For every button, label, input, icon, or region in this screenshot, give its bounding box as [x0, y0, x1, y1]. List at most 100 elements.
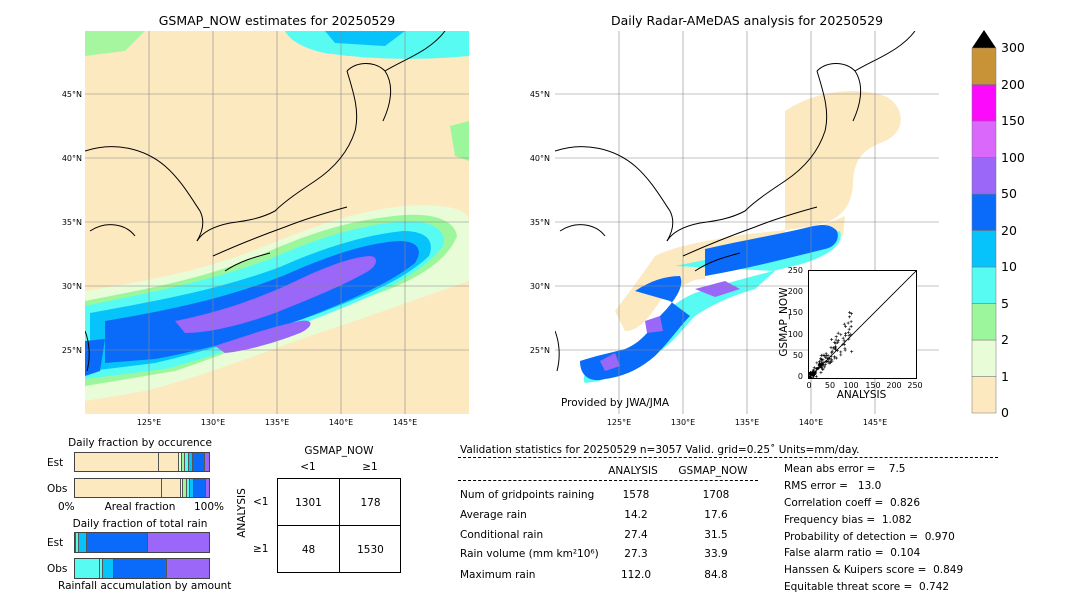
contingency-col-header: GSMAP_NOW [304, 445, 374, 457]
left-lon-140: 140°E [328, 418, 354, 427]
scatter-point [843, 348, 847, 352]
scatter-point [834, 356, 838, 360]
left-lat-40: 40°N [61, 154, 82, 163]
bar-segment [203, 453, 209, 471]
stat-b-volume: 33.9 [704, 548, 728, 560]
left-lat-25: 25°N [61, 346, 82, 355]
scatter-point [849, 312, 853, 316]
scatter-point [813, 372, 817, 376]
right-lat-25: 25°N [529, 346, 550, 355]
colorbar-segment [971, 303, 997, 341]
scatter-point [830, 337, 834, 341]
total-rain-bar-est [74, 532, 210, 553]
scatter-ylabel: GSMAP_NOW [778, 287, 790, 357]
stat-b-conditional: 31.5 [704, 529, 728, 541]
contingency-col-lt: <1 [300, 461, 316, 473]
colorbar-label: 100 [1001, 149, 1025, 165]
left-lon-125: 125°E [136, 418, 162, 427]
scatter-point [823, 363, 827, 367]
score-mae: Mean abs error = 7.5 [784, 463, 906, 475]
scatter-ytick-0: 0 [797, 372, 803, 381]
scatter-point [830, 351, 834, 355]
bar-segment [192, 479, 205, 497]
scatter-point [849, 332, 853, 336]
scatter-point [836, 340, 840, 344]
scatter-xtick-250: 250 [907, 381, 923, 390]
scatter-point [830, 359, 834, 363]
bar-segment [183, 453, 188, 471]
scatter-point [809, 376, 812, 378]
scatter-point [847, 337, 851, 341]
total-rain-row-obs: Obs [47, 563, 68, 575]
contingency-row-header: ANALYSIS [236, 488, 248, 538]
scatter-point [850, 350, 854, 354]
stat-a-raining: 1578 [622, 489, 650, 501]
contingency-row-ge: ≥1 [253, 543, 269, 555]
right-lon-130: 130°E [670, 418, 696, 427]
bar-segment [179, 479, 183, 497]
colorbar-label: 300 [1001, 40, 1025, 55]
stat-a-maximum: 112.0 [620, 569, 652, 581]
scatter-point [819, 353, 823, 357]
right-lon-140: 140°E [798, 418, 824, 427]
occurrence-axis-left: 0% [58, 501, 75, 513]
scatter-point [830, 349, 834, 353]
scatter-point [844, 325, 848, 329]
left-map [85, 31, 469, 414]
scatter-point [847, 333, 851, 337]
bar-segment [77, 533, 86, 552]
scatter-point [846, 330, 850, 334]
occurrence-row-obs: Obs [47, 483, 68, 495]
scatter-point [834, 335, 838, 339]
scatter-point [842, 339, 846, 343]
score-ets: Equitable threat score = 0.742 [784, 581, 950, 593]
validation-header: Validation statistics for 20250529 n=305… [460, 444, 860, 456]
colorbar-segment [971, 230, 997, 268]
bar-segment [147, 533, 209, 552]
scatter-point [829, 354, 833, 358]
colorbar-segment [971, 339, 997, 377]
scatter-point [836, 331, 840, 335]
colorbar-segment [971, 84, 997, 122]
validation-col-gsmap: GSMAP_NOW [678, 465, 748, 477]
scatter-point [821, 360, 825, 364]
scatter-point [846, 321, 850, 325]
bar-segment [75, 533, 78, 552]
colorbar-segment [971, 376, 997, 414]
validation-divider-2 [458, 480, 758, 481]
left-map-title: GSMAP_NOW estimates for 20250529 [158, 13, 396, 28]
bar-segment [178, 453, 181, 471]
scatter-point [836, 339, 840, 343]
scatter-point [823, 354, 827, 358]
occurrence-bar-obs [74, 478, 210, 498]
bar-segment [187, 453, 192, 471]
stat-label-average: Average rain [460, 509, 527, 521]
scatter-xlabel: ANALYSIS [836, 389, 887, 401]
left-lat-45: 45°N [61, 90, 82, 99]
colorbar-segment [971, 193, 997, 231]
contingency-hits-a: 1301 [295, 497, 322, 509]
left-lon-145: 145°E [392, 418, 418, 427]
scatter-point [849, 324, 853, 328]
right-map-title: Daily Radar-AMeDAS analysis for 20250529 [610, 13, 884, 28]
scatter-point [811, 373, 815, 377]
scatter-point [847, 327, 851, 331]
score-rms: RMS error = 13.0 [784, 480, 882, 492]
scatter-xtick-0: 0 [806, 381, 812, 390]
bar-segment [158, 453, 179, 471]
colorbar-segment [971, 157, 997, 195]
left-lat-30: 30°N [61, 282, 82, 291]
scatter-point [849, 320, 853, 324]
scatter-point [842, 342, 846, 346]
stat-label-maximum: Maximum rain [460, 569, 536, 581]
scatter-point [834, 345, 838, 349]
stat-b-average: 17.6 [704, 509, 728, 521]
scatter-point [834, 341, 838, 345]
scatter-ytick-100: 100 [787, 330, 803, 339]
bar-segment [191, 453, 204, 471]
scatter-point [822, 365, 826, 369]
scatter-point [848, 311, 852, 315]
stat-label-conditional: Conditional rain [460, 529, 544, 541]
scatter-point [824, 355, 828, 359]
bar-segment [182, 479, 187, 497]
